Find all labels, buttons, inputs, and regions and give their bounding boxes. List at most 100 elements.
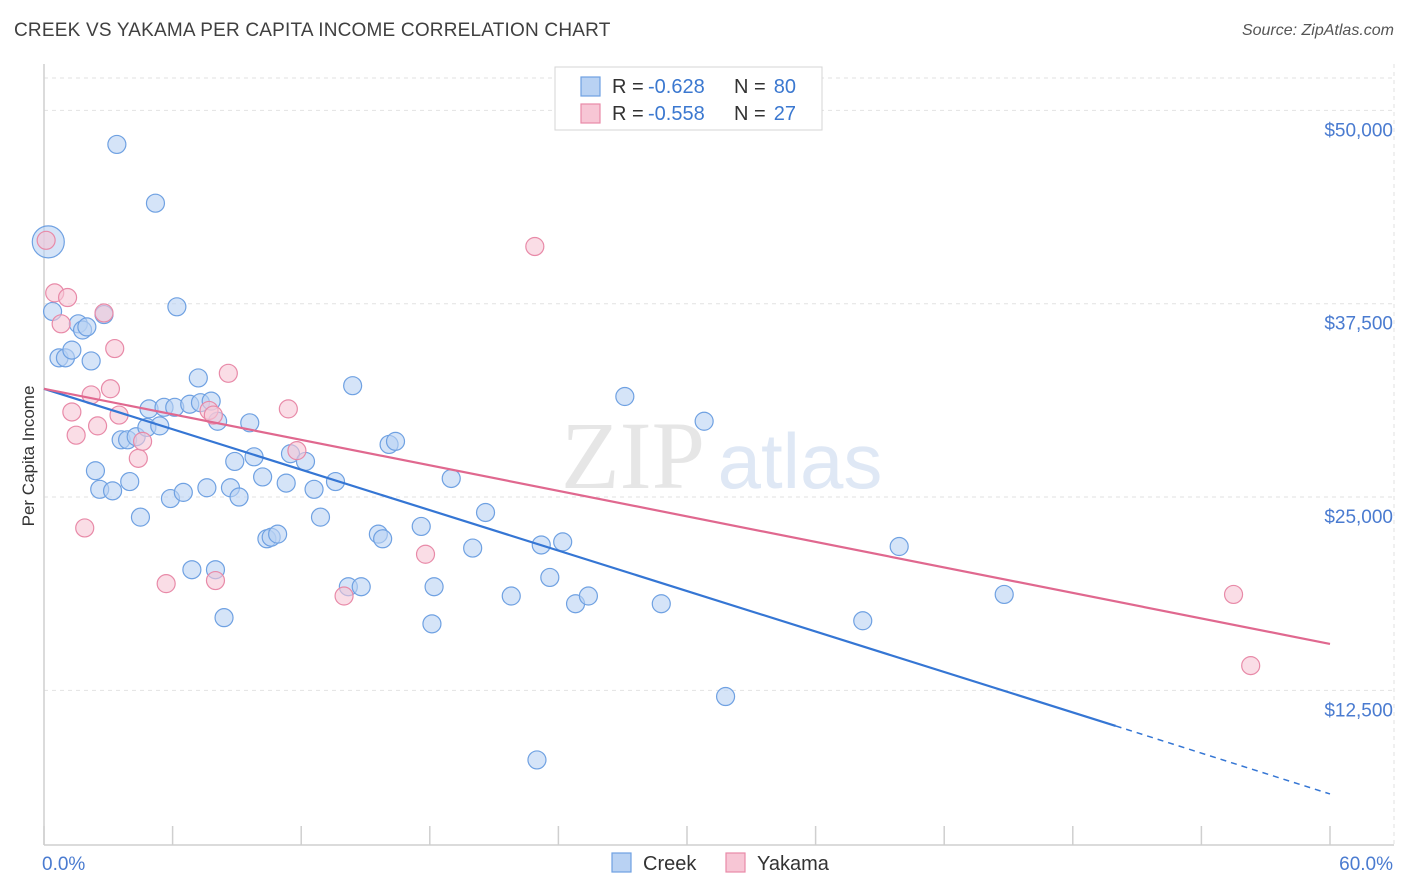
- creek-point-62: [441, 468, 461, 489]
- legend: R = -0.628 N = 80 R = -0.558 N = 27: [554, 66, 823, 131]
- creek-point-50: [310, 507, 331, 527]
- creek-point-7: [77, 317, 97, 337]
- creek-point-16: [120, 471, 140, 492]
- creek-point-78: [994, 584, 1014, 605]
- bottom-legend-label-creek: Creek: [643, 853, 697, 875]
- creek-point-46: [276, 473, 296, 493]
- legend-r-label-1: R =: [612, 103, 644, 125]
- yakama-point-22: [334, 586, 354, 606]
- creek-point-40: [240, 413, 260, 433]
- bottom-legend-swatch-creek: [611, 852, 632, 873]
- creek-trend-extension: [1115, 725, 1331, 795]
- legend-n-value-creek: 80: [774, 76, 796, 98]
- legend-swatch-yakama: [580, 103, 601, 124]
- legend-n-label-1: N =: [734, 103, 766, 125]
- creek-point-4: [62, 340, 82, 360]
- yakama-point-2: [51, 314, 71, 334]
- bottom-legend-label-yakama: Yakama: [757, 853, 830, 875]
- creek-point-29: [182, 560, 202, 580]
- legend-n-value-yakama: 27: [774, 103, 796, 125]
- creek-point-60: [422, 614, 442, 634]
- creek-point-9: [85, 461, 106, 481]
- x-tick-label-max: 60.0%: [1339, 854, 1393, 875]
- y-axis-title: Per Capita Income: [19, 386, 38, 527]
- creek-point-49: [304, 479, 324, 499]
- yakama-point-10: [100, 379, 121, 399]
- yakama-point-14: [132, 431, 153, 451]
- creek-point-21: [145, 193, 166, 213]
- creek-point-8: [81, 351, 101, 371]
- x-tick-label-min: 0.0%: [42, 854, 85, 875]
- yakama-trend-line: [43, 387, 1331, 646]
- creek-point-77: [889, 536, 909, 557]
- y-tick-label-2: $37,500: [1324, 314, 1393, 335]
- yakama-point-0: [36, 230, 56, 250]
- creek-point-30: [188, 368, 208, 388]
- creek-point-68: [540, 567, 560, 588]
- creek-point-36: [214, 608, 234, 628]
- legend-swatch-creek: [580, 76, 601, 97]
- creek-point-26: [167, 297, 187, 317]
- creek-point-75: [715, 686, 736, 707]
- yakama-point-3: [57, 287, 78, 308]
- yakama-point-24: [525, 236, 545, 257]
- y-tick-label-0: $12,500: [1324, 700, 1393, 721]
- creek-point-39: [229, 487, 249, 507]
- y-tick-label-3: $50,000: [1324, 120, 1393, 141]
- creek-point-63: [463, 538, 483, 558]
- creek-trend-line: [43, 387, 1116, 727]
- yakama-point-5: [66, 425, 86, 445]
- trend-lines: [43, 387, 1331, 795]
- legend-r-label-0: R =: [612, 76, 644, 98]
- creek-point-74: [694, 411, 714, 431]
- yakama-point-19: [218, 363, 238, 383]
- yakama-point-20: [278, 399, 298, 419]
- watermark-atlas: atlas: [718, 417, 883, 505]
- creek-point-13: [107, 134, 127, 155]
- creek-point-42: [253, 467, 273, 487]
- creek-point-69: [553, 532, 573, 552]
- axes: [43, 64, 1394, 846]
- yakama-point-15: [156, 574, 176, 594]
- yakama-point-23: [415, 544, 436, 564]
- legend-n-label-0: N =: [734, 76, 766, 98]
- watermark: ZIP atlas: [561, 402, 882, 509]
- creek-point-38: [225, 451, 245, 472]
- creek-point-12: [102, 481, 123, 501]
- yakama-point-13: [128, 448, 148, 468]
- creek-point-76: [853, 611, 873, 631]
- creek-point-66: [527, 750, 547, 770]
- source-label: Source: ZipAtlas.com: [1241, 22, 1394, 39]
- creek-point-32: [197, 478, 217, 498]
- watermark-zip: ZIP: [561, 402, 705, 509]
- creek-point-72: [615, 386, 635, 407]
- legend-r-value-yakama: -0.558: [648, 103, 705, 125]
- y-tick-labels: $12,500 $25,000 $37,500 $50,000: [1324, 120, 1393, 721]
- creek-point-56: [373, 529, 393, 549]
- creek-point-53: [343, 376, 363, 396]
- yakama-point-8: [87, 416, 108, 436]
- creek-point-65: [501, 586, 521, 606]
- creek-point-18: [130, 507, 151, 527]
- yakama-point-17: [203, 405, 223, 425]
- x-tick-labels: 0.0% 60.0%: [42, 854, 1393, 875]
- yakama-point-25: [1223, 584, 1244, 605]
- creek-point-59: [411, 516, 431, 537]
- creek-point-27: [173, 482, 193, 502]
- chart-title: CREEK VS YAKAMA PER CAPITA INCOME CORREL…: [14, 20, 611, 41]
- bottom-legend: Creek Yakama: [611, 852, 830, 875]
- creek-point-71: [578, 586, 599, 606]
- yakama-point-26: [1241, 656, 1261, 676]
- y-tick-label-1: $25,000: [1324, 507, 1393, 528]
- yakama-point-11: [105, 338, 125, 359]
- yakama-point-9: [94, 303, 114, 323]
- creek-point-73: [651, 594, 671, 614]
- yakama-point-4: [62, 402, 82, 422]
- creek-point-61: [424, 577, 444, 597]
- yakama-point-21: [287, 441, 307, 461]
- bottom-legend-swatch-yakama: [725, 852, 746, 873]
- legend-r-value-creek: -0.628: [648, 76, 705, 98]
- creek-point-54: [351, 577, 371, 597]
- creek-point-64: [475, 502, 496, 523]
